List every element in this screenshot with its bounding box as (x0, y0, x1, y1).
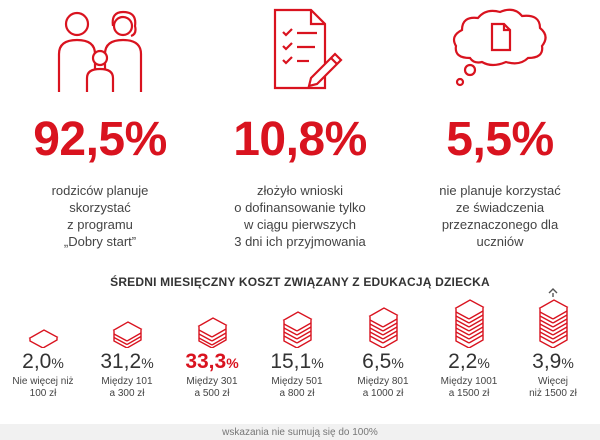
money-stack-icon (171, 296, 253, 348)
cost-percent: 2,0% (22, 350, 64, 373)
cost-item: 2,0% Nie więcej niż 100 zł (2, 296, 84, 400)
section-title: ŚREDNI MIESIĘCZNY KOSZT ZWIĄZANY Z EDUKA… (110, 275, 490, 289)
cost-item: 31,2% Między 101 a 300 zł (86, 296, 168, 400)
cost-item: 6,5% Między 801 a 1000 zł (342, 296, 424, 400)
cost-percent: 31,2% (100, 350, 154, 373)
money-stack-arrow-icon (512, 288, 594, 348)
application-form-icon (200, 6, 400, 94)
stat-value: 92,5% (33, 113, 167, 166)
cost-range: Więcej niż 1500 zł (529, 376, 577, 399)
cost-percent: 3,9% (532, 350, 574, 373)
money-stack-icon (2, 296, 84, 348)
stat-description: nie planuje korzystać ze świadczenia prz… (439, 183, 561, 249)
cost-range: Między 301 a 500 zł (186, 376, 238, 399)
cost-range: Nie więcej niż 100 zł (12, 376, 74, 399)
thought-bubble-document-icon (400, 6, 600, 94)
cost-item: 2,2% Między 1001 a 1500 zł (428, 296, 510, 400)
stat-value: 5,5% (446, 113, 554, 166)
money-stack-icon (428, 296, 510, 348)
cost-percent: 15,1% (270, 350, 324, 373)
footer-bar (0, 424, 600, 440)
stat-value: 10,8% (233, 113, 367, 166)
family-icon (0, 6, 200, 94)
cost-range: Między 101 a 300 zł (101, 376, 153, 399)
cost-range: Między 801 a 1000 zł (357, 376, 409, 399)
cost-percent-highlight: 33,3% (185, 350, 239, 373)
cost-percent: 6,5% (362, 350, 404, 373)
stat-description: złożyło wnioski o dofinansowanie tylko w… (234, 183, 366, 249)
money-stack-icon (86, 296, 168, 348)
money-stack-icon (342, 296, 424, 348)
money-stack-icon (256, 296, 338, 348)
cost-range: Między 1001 a 1500 zł (440, 376, 498, 399)
cost-item: 15,1% Między 501 a 800 zł (256, 296, 338, 400)
cost-item: 3,9% Więcej niż 1500 zł (512, 288, 594, 400)
cost-item: 33,3% Między 301 a 500 zł (171, 296, 253, 400)
stat-description: rodziców planuje skorzystać z programu „… (51, 183, 149, 249)
cost-percent: 2,2% (448, 350, 490, 373)
cost-range: Między 501 a 800 zł (271, 376, 323, 399)
footnote: wskazania nie sumują się do 100% (222, 427, 378, 438)
